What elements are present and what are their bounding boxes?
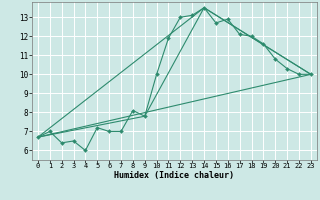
X-axis label: Humidex (Indice chaleur): Humidex (Indice chaleur) bbox=[115, 171, 234, 180]
